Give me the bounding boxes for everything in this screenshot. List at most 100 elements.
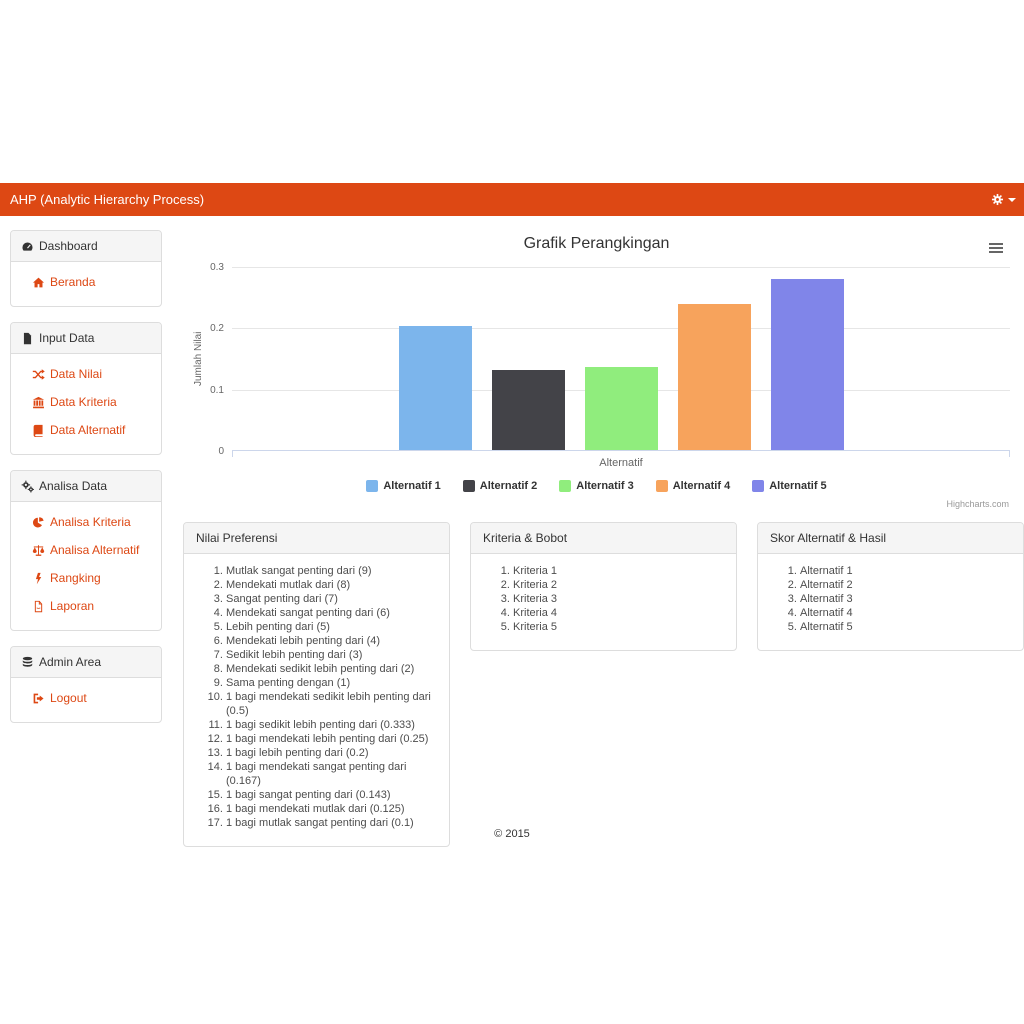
list-item: Mendekati lebih penting dari (4)	[226, 634, 439, 648]
list-item: 1 bagi mendekati sangat penting dari (0.…	[226, 760, 439, 788]
nilai-preferensi-list: Mutlak sangat penting dari (9)Mendekati …	[194, 564, 439, 830]
list-item: Sedikit lebih penting dari (3)	[226, 648, 439, 662]
sidebar-item-logout[interactable]: Logout	[11, 684, 161, 712]
hamburger-icon	[989, 247, 1003, 249]
sign-out-icon	[33, 693, 44, 703]
legend-item-alternatif-3[interactable]: Alternatif 3	[559, 480, 634, 492]
list-item: Mutlak sangat penting dari (9)	[226, 564, 439, 578]
legend-swatch	[366, 480, 379, 492]
sidebar-item-beranda[interactable]: Beranda	[11, 268, 161, 296]
chart-context-menu-button[interactable]	[983, 240, 1003, 256]
bar-alternatif-1	[398, 326, 472, 450]
list-item: Kriteria 4	[513, 606, 726, 620]
highcharts-credit-link[interactable]: Highcharts.com	[946, 499, 1009, 509]
card-kriteria-bobot: Kriteria & Bobot Kriteria 1Kriteria 2Kri…	[470, 522, 737, 651]
sidebar-item-label: Analisa Kriteria	[50, 515, 131, 529]
y-axis-tick-label: 0	[218, 446, 224, 457]
sidebar-item-label: Data Kriteria	[50, 395, 117, 409]
list-item: 1 bagi sangat penting dari (0.143)	[226, 788, 439, 802]
list-item: 1 bagi lebih penting dari (0.2)	[226, 746, 439, 760]
card-title: Skor Alternatif & Hasil	[758, 523, 1023, 554]
legend-item-alternatif-5[interactable]: Alternatif 5	[752, 480, 827, 492]
sidebar-item-data-nilai[interactable]: Data Nilai	[11, 360, 161, 388]
dashboard-icon	[22, 241, 33, 251]
info-cards: Nilai Preferensi Mutlak sangat penting d…	[183, 522, 1024, 847]
sidebar-panel-admin-area: Admin Area Logout	[10, 646, 162, 723]
sidebar-item-data-alternatif[interactable]: Data Alternatif	[11, 416, 161, 444]
sidebar-item-analisa-alternatif[interactable]: Analisa Alternatif	[11, 536, 161, 564]
panel-heading-dashboard: Dashboard	[11, 231, 161, 262]
pie-chart-icon	[32, 516, 44, 527]
legend-swatch	[559, 480, 572, 492]
sidebar-item-analisa-kriteria[interactable]: Analisa Kriteria	[11, 508, 161, 536]
settings-menu-button[interactable]	[991, 183, 1016, 216]
panel-heading-label: Analisa Data	[39, 479, 108, 493]
balance-scale-icon	[32, 544, 45, 556]
plot-area	[232, 267, 1010, 451]
list-item: Mendekati sedikit lebih penting dari (2)	[226, 662, 439, 676]
x-axis-tick	[1009, 451, 1010, 457]
bar-alternatif-4	[677, 304, 751, 450]
legend-item-alternatif-2[interactable]: Alternatif 2	[462, 480, 538, 492]
legend-label: Alternatif 3	[576, 480, 634, 492]
footer-copyright: © 2015	[494, 828, 530, 840]
x-axis-category-label: Alternatif	[599, 457, 643, 469]
database-icon	[22, 656, 33, 667]
hamburger-icon	[989, 243, 1003, 245]
sidebar: Dashboard Beranda Input Data	[10, 230, 162, 738]
panel-heading-label: Input Data	[39, 331, 95, 345]
file-icon	[23, 332, 32, 344]
kriteria-list: Kriteria 1Kriteria 2Kriteria 3Kriteria 4…	[481, 564, 726, 634]
chart-grafik-perangkingan: Grafik Perangkingan Jumlah Nilai Alterna…	[183, 228, 1010, 512]
list-item: Kriteria 3	[513, 592, 726, 606]
bar-alternatif-3	[584, 367, 658, 450]
legend-swatch	[655, 480, 668, 492]
home-icon	[32, 277, 45, 287]
sidebar-item-data-kriteria[interactable]: Data Kriteria	[11, 388, 161, 416]
x-axis-tick	[232, 451, 233, 457]
random-icon	[32, 368, 45, 380]
card-nilai-preferensi: Nilai Preferensi Mutlak sangat penting d…	[183, 522, 450, 847]
list-item: Alternatif 2	[800, 578, 1013, 592]
list-item: Mendekati sangat penting dari (6)	[226, 606, 439, 620]
chart-legend: Alternatif 1 Alternatif 2 Alternatif 3 Alte…	[183, 480, 1010, 492]
chart-title: Grafik Perangkingan	[523, 235, 670, 252]
list-item: Mendekati mutlak dari (8)	[226, 578, 439, 592]
sidebar-panel-dashboard: Dashboard Beranda	[10, 230, 162, 307]
list-item: Kriteria 1	[513, 564, 726, 578]
sidebar-item-label: Analisa Alternatif	[50, 543, 140, 557]
list-item: Lebih penting dari (5)	[226, 620, 439, 634]
sidebar-item-label: Data Nilai	[50, 367, 103, 381]
list-item: 1 bagi sedikit lebih penting dari (0.333…	[226, 718, 439, 732]
caret-down-icon	[1008, 197, 1016, 202]
card-title: Nilai Preferensi	[184, 523, 449, 554]
file-pdf-icon	[34, 600, 43, 612]
app-title: AHP (Analytic Hierarchy Process)	[10, 192, 205, 207]
list-item: Alternatif 4	[800, 606, 1013, 620]
list-item: 1 bagi mendekati sedikit lebih penting d…	[226, 690, 439, 718]
panel-heading-label: Dashboard	[39, 239, 98, 253]
bar-alternatif-2	[491, 369, 565, 450]
panel-heading-input-data: Input Data	[11, 323, 161, 354]
legend-label: Alternatif 5	[769, 480, 827, 492]
main-content: Grafik Perangkingan Jumlah Nilai Alterna…	[183, 228, 1024, 847]
bank-icon	[32, 396, 45, 408]
legend-label: Alternatif 2	[479, 480, 538, 492]
legend-swatch	[752, 480, 765, 492]
panel-heading-admin-area: Admin Area	[11, 647, 161, 678]
gridline	[232, 328, 1010, 330]
sidebar-item-laporan[interactable]: Laporan	[11, 592, 161, 620]
bolt-icon	[35, 572, 42, 584]
legend-item-alternatif-1[interactable]: Alternatif 1	[366, 480, 441, 492]
gridline	[232, 267, 1010, 268]
sidebar-item-rangking[interactable]: Rangking	[11, 564, 161, 592]
navbar: AHP (Analytic Hierarchy Process)	[0, 183, 1024, 216]
card-skor-alternatif: Skor Alternatif & Hasil Alternatif 1Alte…	[757, 522, 1024, 651]
list-item: Sangat penting dari (7)	[226, 592, 439, 606]
sidebar-panel-input-data: Input Data Data Nilai Data Kri	[10, 322, 162, 455]
y-axis-tick-label: 0.3	[210, 262, 224, 273]
legend-swatch	[462, 480, 475, 492]
card-title: Kriteria & Bobot	[471, 523, 736, 554]
legend-item-alternatif-4[interactable]: Alternatif 4	[655, 480, 730, 492]
